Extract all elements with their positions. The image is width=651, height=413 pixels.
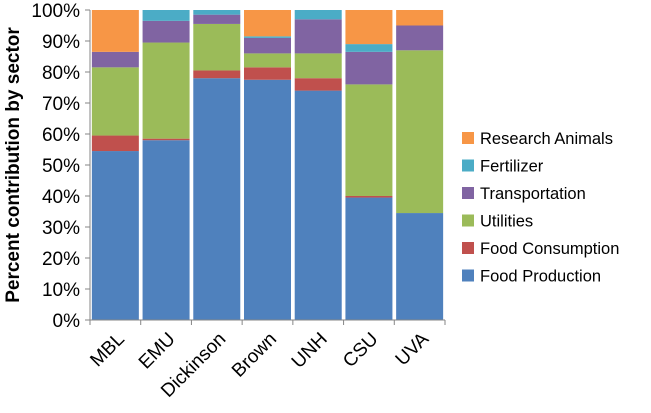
- y-tick-label: 80%: [42, 63, 80, 84]
- legend-swatch: [462, 214, 474, 227]
- y-tick-label: 60%: [42, 125, 80, 146]
- bar-segment: [345, 84, 393, 196]
- bar-segment: [193, 23, 241, 71]
- legend-label: Food Production: [480, 268, 601, 286]
- y-tick-label: 50%: [42, 156, 80, 177]
- bar-segment: [294, 78, 342, 91]
- legend-label: Fertilizer: [480, 158, 544, 176]
- y-tick-label: 100%: [31, 1, 80, 22]
- bar-segment: [244, 67, 291, 80]
- x-category-label: MBL: [86, 329, 128, 371]
- bar-segment: [396, 213, 444, 320]
- bar-segment: [193, 14, 241, 24]
- bar-segment: [345, 44, 393, 52]
- bar-segment: [396, 10, 444, 26]
- x-category-label: EMU: [135, 329, 180, 374]
- bar-segment: [244, 36, 291, 38]
- bar-segment: [396, 25, 444, 51]
- bar-segment: [193, 10, 241, 15]
- legend-swatch: [462, 159, 474, 172]
- legend-swatch: [462, 269, 474, 282]
- legend-swatch: [462, 242, 474, 254]
- bar-segment: [396, 50, 444, 214]
- bar-segment: [294, 10, 342, 20]
- bar-segment: [142, 138, 190, 141]
- x-category-label: UNH: [288, 329, 332, 373]
- bar-segment: [244, 10, 291, 37]
- legend-swatch: [462, 187, 474, 199]
- y-axis-label: Percent contribution by sector: [3, 27, 24, 303]
- y-tick-label: 70%: [42, 94, 80, 115]
- bar-segment: [294, 90, 342, 320]
- y-tick-label: 20%: [42, 249, 80, 270]
- legend-swatch: [462, 132, 474, 144]
- x-category-label: Brown: [228, 329, 281, 382]
- x-category-label: UVA: [392, 328, 434, 370]
- bar-segment: [142, 20, 190, 43]
- legend-label: Utilities: [480, 213, 533, 231]
- bar-segment: [244, 37, 291, 54]
- y-tick-label: 40%: [42, 187, 80, 208]
- bar-segment: [193, 70, 241, 79]
- y-tick-label: 90%: [42, 32, 80, 53]
- bar-segment: [91, 67, 139, 136]
- bar-segment: [345, 10, 393, 45]
- bar-segment: [345, 197, 393, 320]
- legend-label: Food Consumption: [480, 240, 619, 258]
- legend-label: Research Animals: [480, 130, 613, 148]
- legend-label: Transportation: [480, 185, 586, 203]
- bar-segment: [91, 135, 139, 152]
- bar-segment: [91, 51, 139, 68]
- bar-segment: [244, 53, 291, 68]
- bar-segment: [142, 10, 190, 21]
- bar-segment: [91, 151, 139, 320]
- bar-segment: [142, 42, 190, 139]
- bar-segment: [345, 196, 393, 198]
- bar-segment: [294, 53, 342, 79]
- y-tick-label: 0%: [53, 311, 81, 332]
- bar-segment: [345, 51, 393, 85]
- bar-segment: [142, 140, 190, 320]
- bar-segment: [244, 79, 291, 320]
- bar-segment: [193, 78, 241, 320]
- y-tick-label: 30%: [42, 218, 80, 239]
- y-tick-label: 10%: [42, 280, 80, 301]
- x-category-label: CSU: [339, 329, 382, 372]
- bar-segment: [294, 19, 342, 54]
- bar-segment: [91, 10, 139, 52]
